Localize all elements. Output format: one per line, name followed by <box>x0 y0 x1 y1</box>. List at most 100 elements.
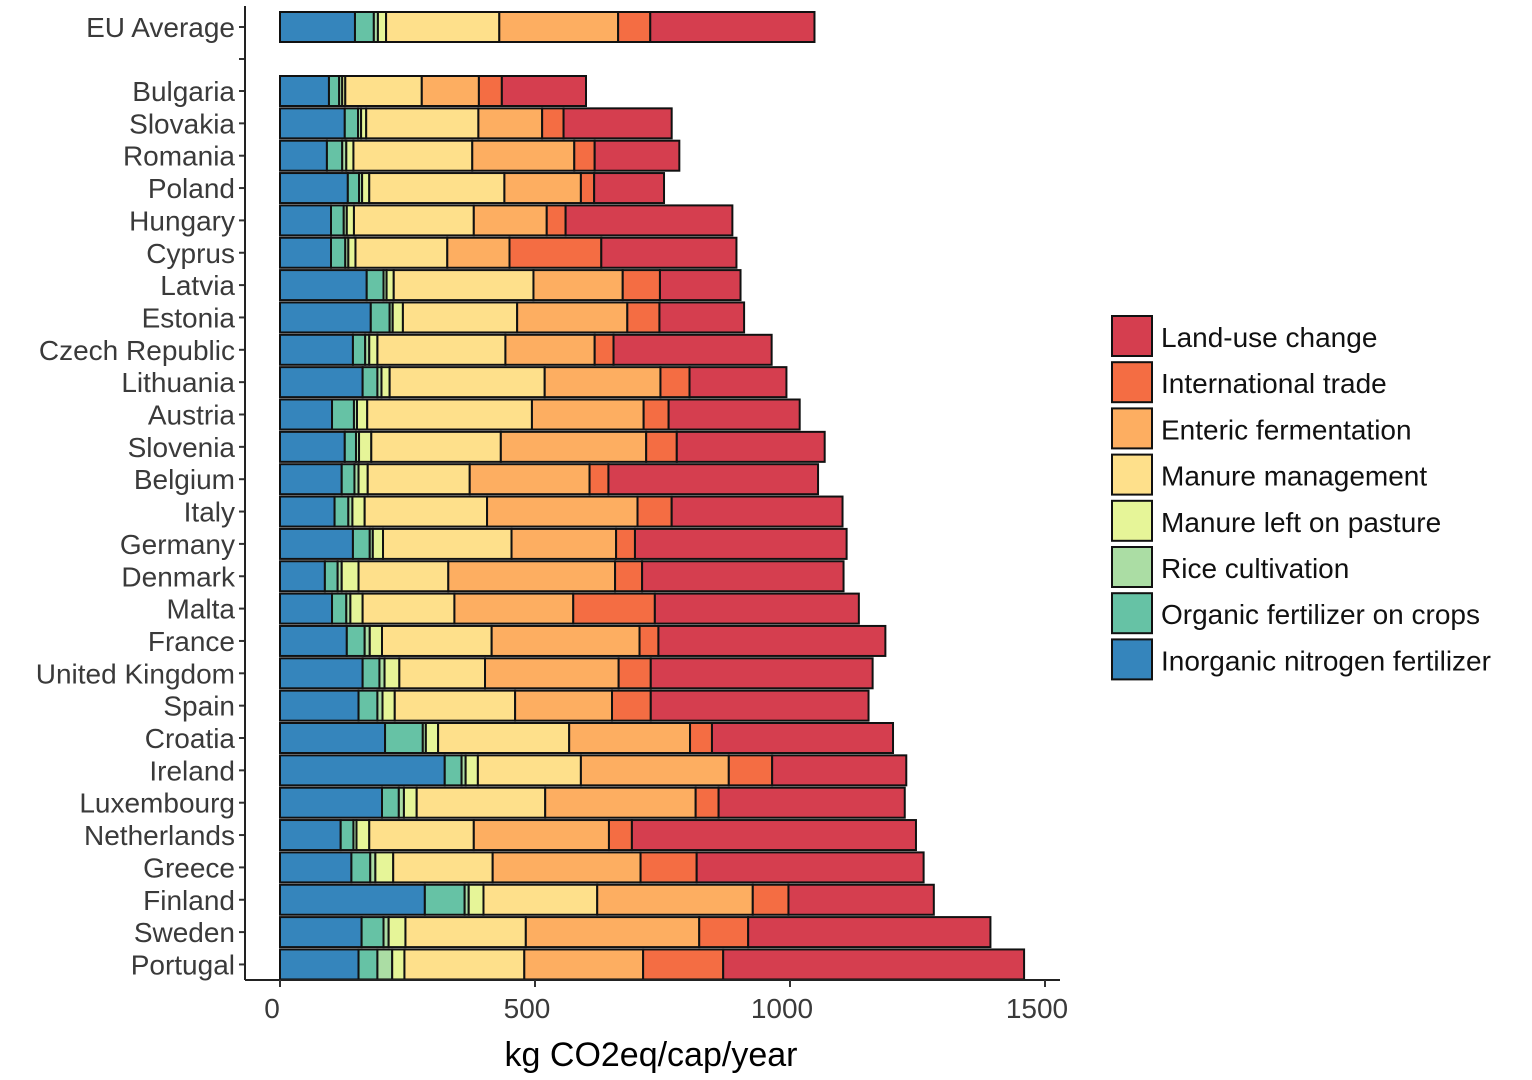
bar-segment-malta-inorganic-nitrogen-fertilizer <box>279 592 334 625</box>
bar-segment-latvia-enteric-fermentation <box>532 269 624 302</box>
bar-segment-finland-manure-left-on-pasture <box>467 883 485 916</box>
bar-segment-eu-average-land-use-change <box>649 11 816 43</box>
bar-segment-latvia-inorganic-nitrogen-fertilizer <box>279 269 368 302</box>
bar-segment-cyprus-enteric-fermentation <box>446 236 511 269</box>
bar-segment-czech-republic-inorganic-nitrogen-fertilizer <box>279 333 354 366</box>
bar-row-portugal <box>279 948 1026 981</box>
y-tick-label: Italy <box>184 497 235 528</box>
bar-segment-germany-manure-left-on-pasture <box>371 527 385 560</box>
bar-segment-netherlands-organic-fertilizer-on-crops <box>339 819 355 852</box>
bar-segment-slovenia-enteric-fermentation <box>499 430 648 463</box>
legend-swatch <box>1111 592 1153 635</box>
bar-segment-croatia-manure-management <box>437 722 571 754</box>
bar-segment-spain-manure-left-on-pasture <box>381 689 396 722</box>
bar-segment-austria-manure-left-on-pasture <box>356 398 369 431</box>
bar-segment-austria-international-trade <box>642 398 670 431</box>
bar-segment-bulgaria-land-use-change <box>500 75 588 107</box>
bar-segment-croatia-international-trade <box>689 722 713 754</box>
bar-segment-eu-average-enteric-fermentation <box>498 11 620 43</box>
x-tick-label: 1500 <box>1006 993 1068 1024</box>
y-tick-label: Sweden <box>134 917 235 948</box>
bar-segment-romania-organic-fertilizer-on-crops <box>325 139 344 172</box>
legend-item-enteric-fermentation: Enteric fermentation <box>1111 407 1412 450</box>
bar-segment-czech-republic-international-trade <box>593 333 615 366</box>
bar-segment-croatia-enteric-fermentation <box>568 722 692 754</box>
bar-segment-france-manure-left-on-pasture <box>368 624 384 657</box>
legend-swatch <box>1111 315 1153 357</box>
bar-segment-netherlands-manure-left-on-pasture <box>355 819 371 852</box>
bar-segment-slovenia-international-trade <box>645 430 678 463</box>
legend-label: Land-use change <box>1161 322 1377 353</box>
bar-segment-portugal-enteric-fermentation <box>523 948 645 981</box>
bar-segment-italy-enteric-fermentation <box>486 495 639 528</box>
bar-segment-lithuania-organic-fertilizer-on-crops <box>361 366 379 399</box>
bar-segment-czech-republic-enteric-fermentation <box>504 333 596 366</box>
bar-segment-finland-enteric-fermentation <box>596 883 754 916</box>
bar-segment-malta-land-use-change <box>653 592 860 625</box>
y-tick-label: Luxembourg <box>79 788 235 819</box>
y-tick-label: EU Average <box>86 12 235 43</box>
bar-segment-belgium-manure-left-on-pasture <box>357 463 369 496</box>
bar-segment-united-kingdom-land-use-change <box>649 657 874 690</box>
bar-segment-france-organic-fertilizer-on-crops <box>345 624 366 657</box>
x-tick-label: 0 <box>264 993 280 1024</box>
legend-item-manure-management: Manure management <box>1111 453 1427 496</box>
bar-segment-luxembourg-international-trade <box>694 786 720 819</box>
bar-segment-france-manure-management <box>381 624 493 657</box>
bar-segment-bulgaria-international-trade <box>477 75 503 107</box>
bar-segment-denmark-manure-management <box>357 560 450 593</box>
bar-segment-eu-average-organic-fertilizer-on-crops <box>353 11 375 43</box>
bar-segment-romania-manure-left-on-pasture <box>345 139 355 172</box>
bar-segment-italy-land-use-change <box>670 495 844 528</box>
bar-row-bulgaria <box>279 75 588 107</box>
bar-segment-lithuania-manure-left-on-pasture <box>380 366 391 399</box>
bar-row-slovakia <box>279 107 673 140</box>
bar-segment-austria-enteric-fermentation <box>530 398 645 431</box>
bar-segment-ireland-enteric-fermentation <box>579 754 730 787</box>
bar-segment-estonia-manure-management <box>401 301 519 334</box>
bar-row-luxembourg <box>279 786 906 819</box>
bar-segment-sweden-land-use-change <box>747 916 992 949</box>
y-axis: EU Average BulgariaSlovakiaRomaniaPolandH… <box>36 6 246 980</box>
bar-segment-italy-organic-fertilizer-on-crops <box>333 495 350 528</box>
bar-row-hungary <box>279 204 734 237</box>
y-tick-label: Greece <box>143 852 235 883</box>
y-tick-label: Estonia <box>142 302 236 333</box>
legend-label: Manure left on pasture <box>1161 507 1441 538</box>
legend-item-manure-left-on-pasture: Manure left on pasture <box>1111 499 1441 542</box>
bar-segment-estonia-international-trade <box>626 301 661 334</box>
bar-segment-germany-international-trade <box>615 527 636 560</box>
bar-segment-latvia-land-use-change <box>658 269 742 302</box>
y-tick-label: Germany <box>120 529 235 560</box>
bar-row-malta <box>279 592 860 625</box>
bar-row-estonia <box>279 301 746 334</box>
bar-segment-bulgaria-manure-management <box>344 75 423 107</box>
bar-segment-finland-inorganic-nitrogen-fertilizer <box>279 883 426 916</box>
bar-segment-latvia-international-trade <box>621 269 661 302</box>
bar-segment-spain-international-trade <box>611 689 652 722</box>
bar-segment-slovenia-inorganic-nitrogen-fertilizer <box>279 430 346 463</box>
bar-segment-poland-organic-fertilizer-on-crops <box>346 172 361 205</box>
legend-label: Inorganic nitrogen fertilizer <box>1161 645 1491 676</box>
bar-segment-hungary-international-trade <box>545 204 567 237</box>
bar-segment-austria-manure-management <box>366 398 533 431</box>
bar-row-lithuania <box>279 366 788 399</box>
y-tick-label: Finland <box>143 885 235 916</box>
y-tick-label: Cyprus <box>146 238 235 269</box>
bar-segment-cyprus-international-trade <box>508 236 603 269</box>
bar-row-cyprus <box>279 236 738 269</box>
bar-segment-bulgaria-organic-fertilizer-on-crops <box>327 75 341 107</box>
bar-segment-croatia-land-use-change <box>710 722 895 754</box>
bar-segment-luxembourg-inorganic-nitrogen-fertilizer <box>279 786 383 819</box>
y-tick-label: Bulgaria <box>132 76 235 107</box>
bar-segment-hungary-manure-left-on-pasture <box>345 204 355 237</box>
bar-segment-finland-international-trade <box>751 883 790 916</box>
legend-swatch <box>1111 499 1153 542</box>
bar-segment-poland-inorganic-nitrogen-fertilizer <box>279 172 349 205</box>
bar-segment-united-kingdom-manure-management <box>398 657 487 690</box>
bar-row-belgium <box>279 463 820 496</box>
bar-segment-malta-organic-fertilizer-on-crops <box>331 592 348 625</box>
bar-segment-slovenia-organic-fertilizer-on-crops <box>343 430 357 463</box>
bar-segment-belgium-manure-management <box>366 463 471 496</box>
bar-row-austria <box>279 398 801 431</box>
